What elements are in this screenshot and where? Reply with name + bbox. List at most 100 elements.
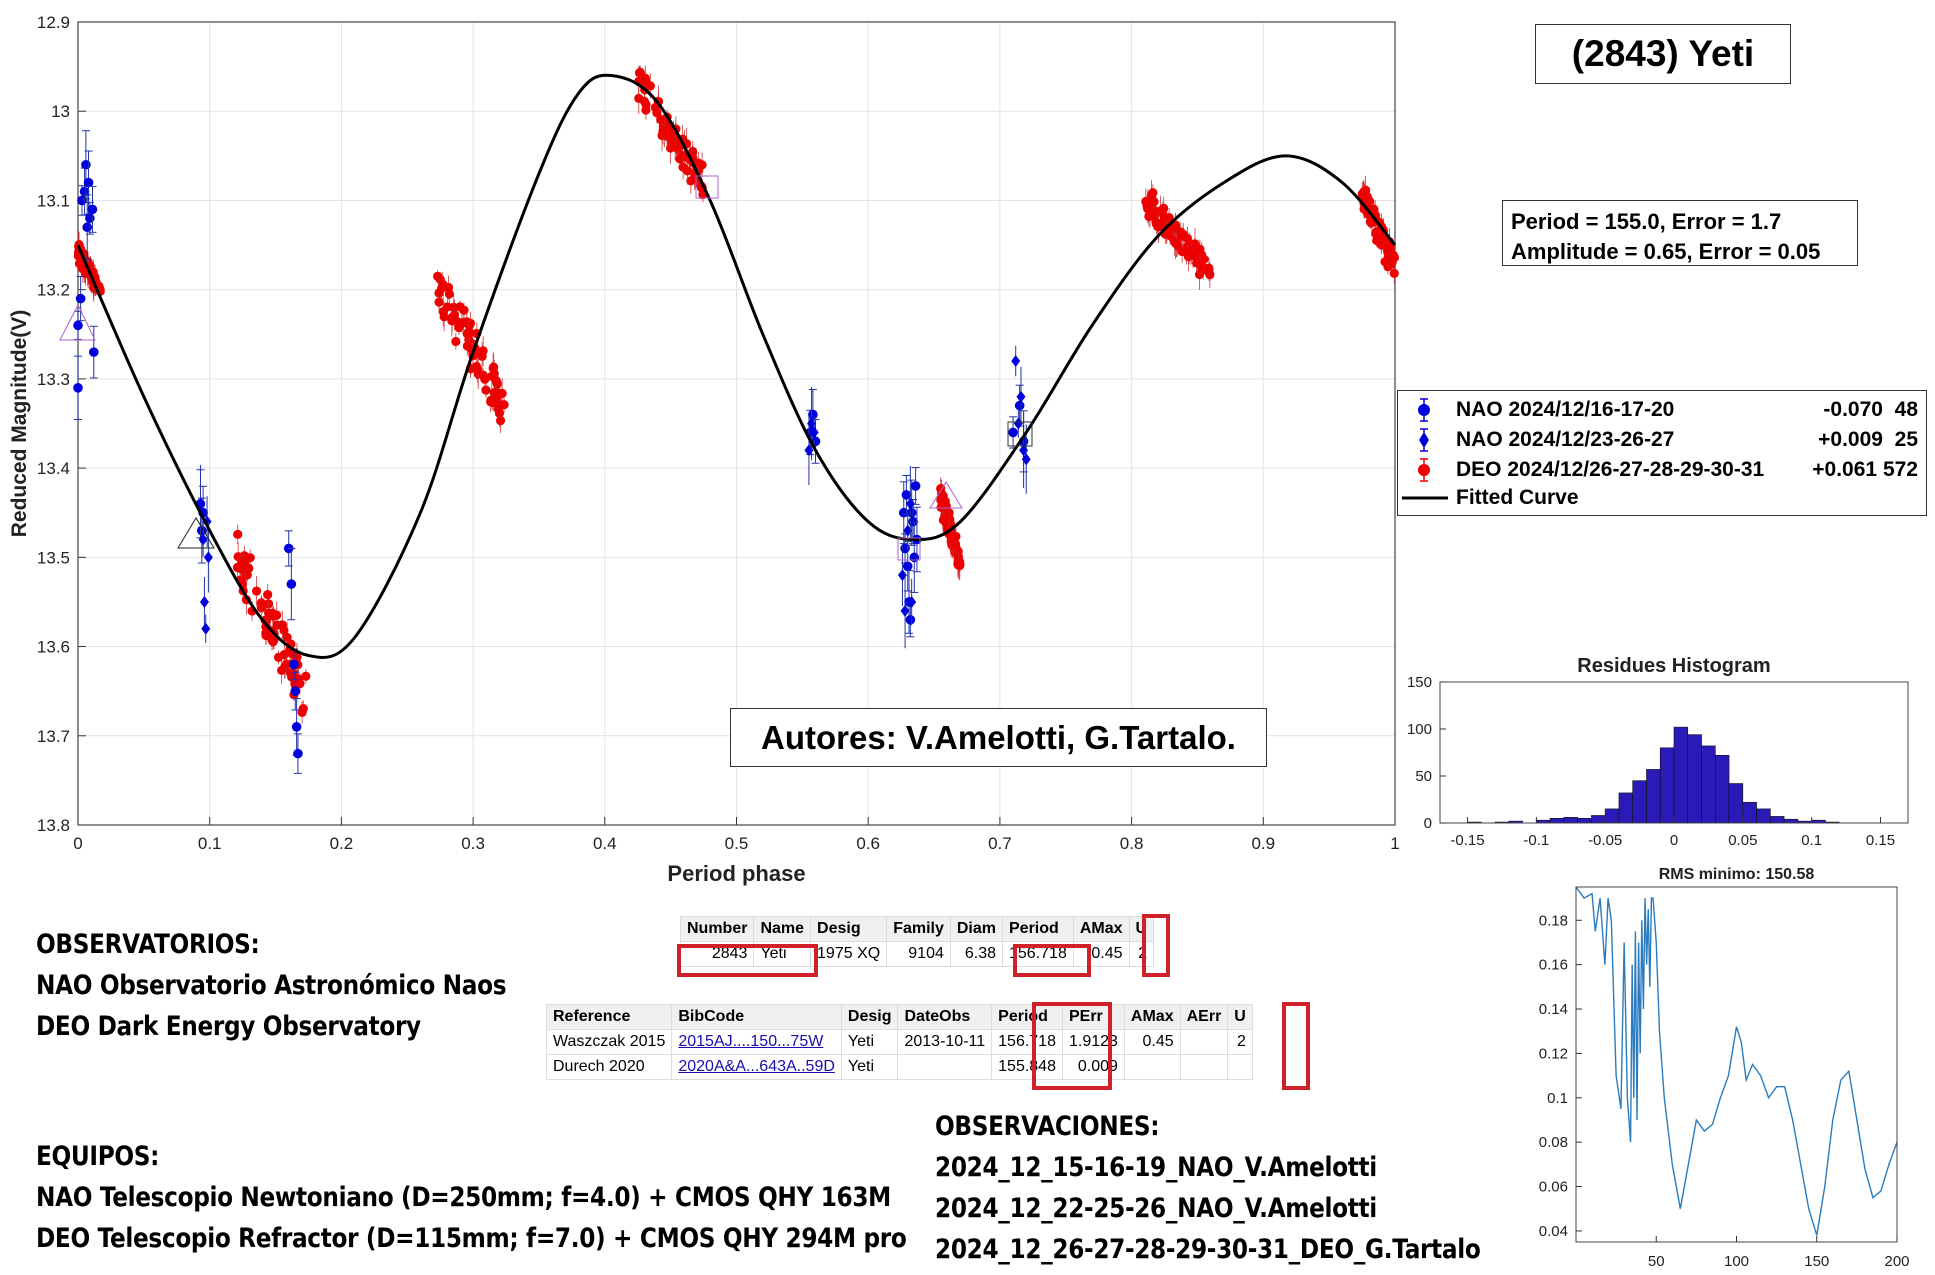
equipos-block: EQUIPOS: NAO Telescopio Newtoniano (D=25… (36, 1136, 907, 1259)
data-point (910, 481, 921, 491)
data-point (1011, 355, 1021, 368)
table-header: AMax (1072, 916, 1130, 942)
rms-periodogram: 50 100 150 200 0.04 0.06 0.08 0.1 0.12 0.14 0.16 0.… (1539, 866, 1910, 1270)
data-point (82, 222, 93, 233)
table-cell (1227, 1054, 1253, 1080)
data-point (449, 312, 459, 323)
table-cell: 155.848 (991, 1054, 1063, 1080)
data-point (938, 515, 948, 525)
table-header: DateObs (897, 1004, 993, 1030)
data-point (85, 213, 95, 224)
table-cell (1123, 1054, 1181, 1080)
table-cell: Waszczak 2015 (545, 1029, 673, 1055)
data-point (641, 77, 651, 88)
legend-offset-count: +0.061 572 (1812, 458, 1918, 481)
legend-circle-blue-icon (1418, 398, 1430, 422)
data-point (432, 271, 443, 282)
equipo-line: DEO Telescopio Refractor (D=115mm; f=7.0… (36, 1223, 907, 1254)
bibcode-link[interactable]: 2020A&A...643A..59D (678, 1058, 835, 1075)
data-point (908, 516, 918, 527)
table-cell: 2013-10-11 (897, 1029, 993, 1055)
y-tick-label: 0 (1424, 815, 1432, 832)
table-header: Desig (810, 916, 888, 942)
data-point (1188, 250, 1198, 260)
observacion-line: 2024_12_26-27-28-29-30-31_DEO_G.Tartalo (935, 1234, 1481, 1265)
y-tick-label: 13.6 (37, 638, 70, 657)
data-point (434, 288, 444, 298)
fit-params-box: Period = 155.0, Error = 1.7 Amplitude = … (1502, 200, 1858, 266)
table-cell (1179, 1054, 1229, 1080)
table-header: Desig (840, 1004, 899, 1030)
square-marker (1007, 421, 1033, 447)
table-header-row: Reference BibCode Desig DateObs Period P… (545, 1004, 1253, 1030)
observaciones-heading: OBSERVACIONES: (935, 1111, 1160, 1142)
x-tick-label: -0.05 (1588, 832, 1622, 849)
data-point (1014, 400, 1025, 411)
table-cell: 9104 (886, 941, 951, 967)
y-tick-label: 0.08 (1539, 1134, 1568, 1151)
data-point (444, 289, 454, 299)
data-point (900, 604, 910, 617)
data-point (937, 493, 947, 503)
x-tick-label: 100 (1724, 1253, 1749, 1270)
histogram-bar (1770, 816, 1785, 824)
y-tick-label: 13.3 (37, 370, 70, 389)
table-header: U (1128, 916, 1155, 942)
references-table: Reference BibCode Desig DateObs Period P… (545, 1004, 1253, 1080)
data-point (459, 317, 469, 328)
equipos-heading: EQUIPOS: (36, 1141, 160, 1172)
x-tick-label: 0.6 (856, 834, 880, 853)
data-point (233, 552, 243, 562)
legend-label: NAO 2024/12/16-17-20 (1456, 398, 1675, 421)
observatorio-line: NAO Observatorio Astronómico Naos (36, 970, 507, 1001)
y-tick-label: 0.1 (1547, 1090, 1568, 1107)
legend-entry: DEO 2024/12/26-27-28-29-30-31 +0.061 572 (1398, 455, 1926, 485)
data-point (1196, 261, 1206, 271)
bibcode-link[interactable]: 2015AJ....150...75W (678, 1033, 824, 1050)
data-point (89, 347, 99, 357)
data-point (1365, 217, 1376, 227)
x-tick-label: 50 (1648, 1253, 1665, 1270)
histogram-bar (1618, 792, 1634, 824)
data-point (301, 671, 311, 681)
plot-frame (77, 21, 1396, 826)
legend-entry: Fitted Curve (1398, 483, 1926, 513)
x-tick-label: 0.9 (1251, 834, 1275, 853)
x-tick-label: 0.1 (1801, 832, 1822, 849)
data-point (1146, 196, 1156, 206)
data-point (203, 551, 213, 564)
x-tick-label: 0 (73, 834, 82, 853)
data-point (1144, 211, 1154, 222)
table-row: Durech 2020 2020A&A...643A..59D Yeti 155… (545, 1054, 1253, 1080)
fit-period-line: Period = 155.0, Error = 1.7 (1511, 209, 1782, 234)
x-axis-label: Period phase (667, 861, 805, 886)
legend-entry: NAO 2024/12/16-17-20 -0.070 48 (1398, 395, 1926, 425)
data-point (808, 409, 818, 420)
y-tick-label: 13.2 (37, 281, 70, 300)
table-cell: 2 (1227, 1029, 1253, 1055)
x-tick-label: 0.05 (1728, 832, 1757, 849)
data-point (903, 524, 913, 537)
legend-offset-count: +0.009 25 (1818, 428, 1918, 451)
data-point (1171, 239, 1182, 249)
table-header: Diam (949, 916, 1004, 942)
triangle-marker (59, 303, 96, 341)
data-point (809, 426, 819, 439)
data-point (1204, 263, 1214, 273)
square-marker (897, 537, 921, 561)
legend-line-icon (1402, 496, 1448, 500)
data-point (233, 529, 243, 539)
histogram-bar (1756, 808, 1771, 824)
data-point (478, 346, 488, 356)
data-point (489, 362, 499, 372)
data-point (634, 93, 644, 104)
highlight-box (1282, 1002, 1310, 1090)
data-point (199, 595, 209, 608)
fitted-curve (76, 73, 1397, 659)
data-point (675, 154, 685, 164)
residues-histogram: -0.15 -0.1 -0.05 0 0.05 0.1 0.15 0 50 100 150 Resid… (1407, 655, 1909, 849)
x-tick-label: 0.5 (725, 834, 749, 853)
data-point (497, 388, 507, 398)
histogram-bar (1549, 817, 1565, 824)
data-point (953, 560, 964, 570)
